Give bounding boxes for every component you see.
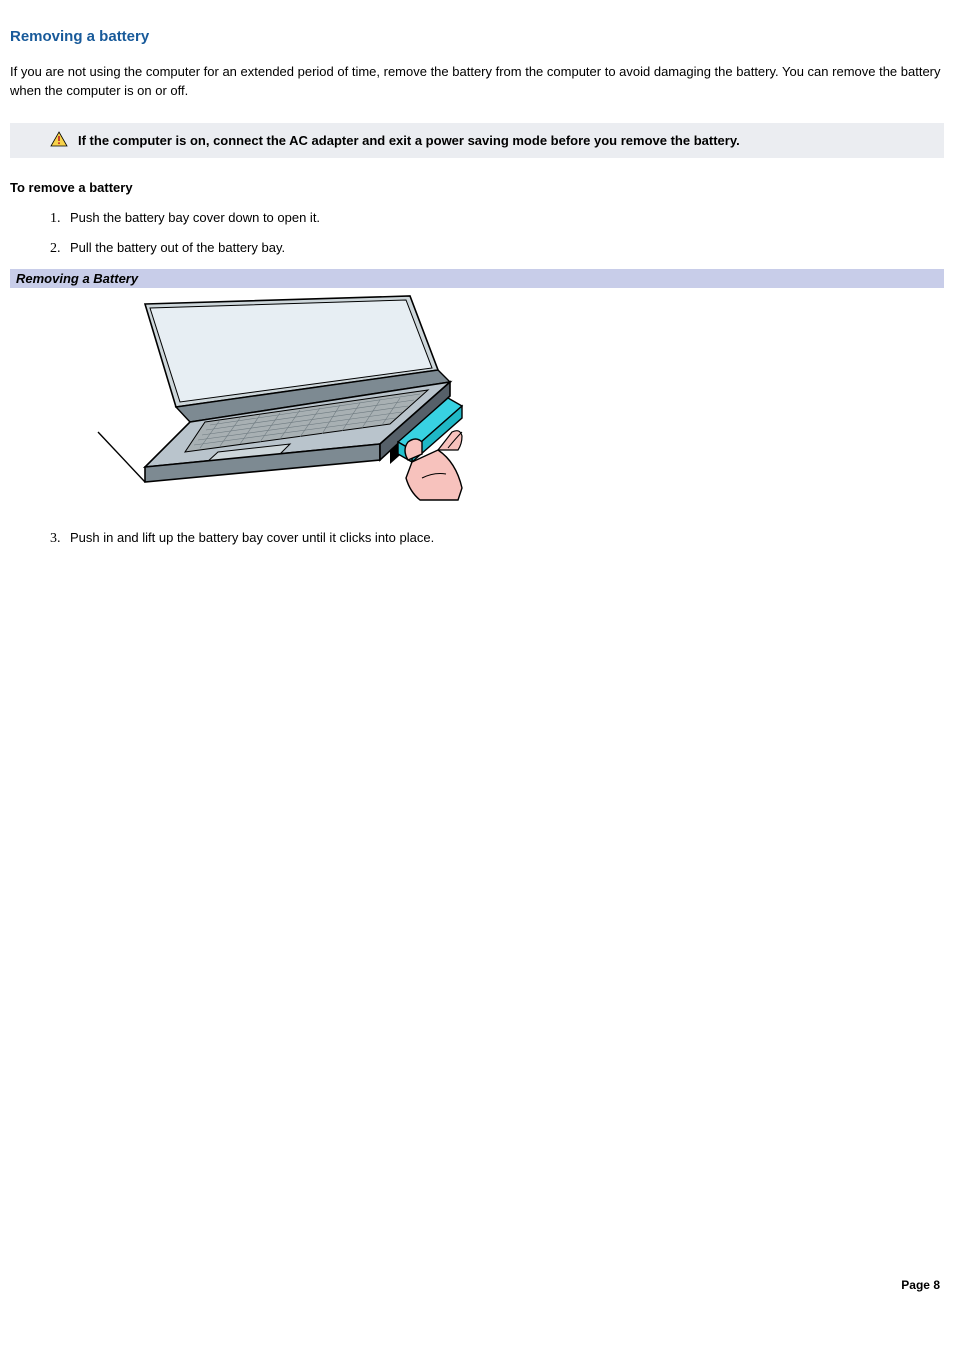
intro-paragraph: If you are not using the computer for an…	[10, 63, 944, 101]
warning-text: If the computer is on, connect the AC ad…	[78, 133, 740, 148]
step-list-2: Push in and lift up the battery bay cove…	[10, 529, 944, 547]
step-list-1: Push the battery bay cover down to open …	[10, 209, 944, 257]
step-item: Pull the battery out of the battery bay.	[64, 239, 944, 257]
figure-caption-bar: Removing a Battery	[10, 269, 944, 288]
warning-icon	[50, 131, 68, 150]
warning-callout: If the computer is on, connect the AC ad…	[10, 123, 944, 158]
step-item: Push the battery bay cover down to open …	[64, 209, 944, 227]
document-page: Removing a battery If you are not using …	[0, 0, 954, 1300]
page-title: Removing a battery	[10, 28, 944, 45]
procedure-heading: To remove a battery	[10, 180, 944, 195]
step-item: Push in and lift up the battery bay cove…	[64, 529, 944, 547]
page-footer: Page 8	[901, 1278, 940, 1292]
figure-illustration	[70, 292, 490, 505]
